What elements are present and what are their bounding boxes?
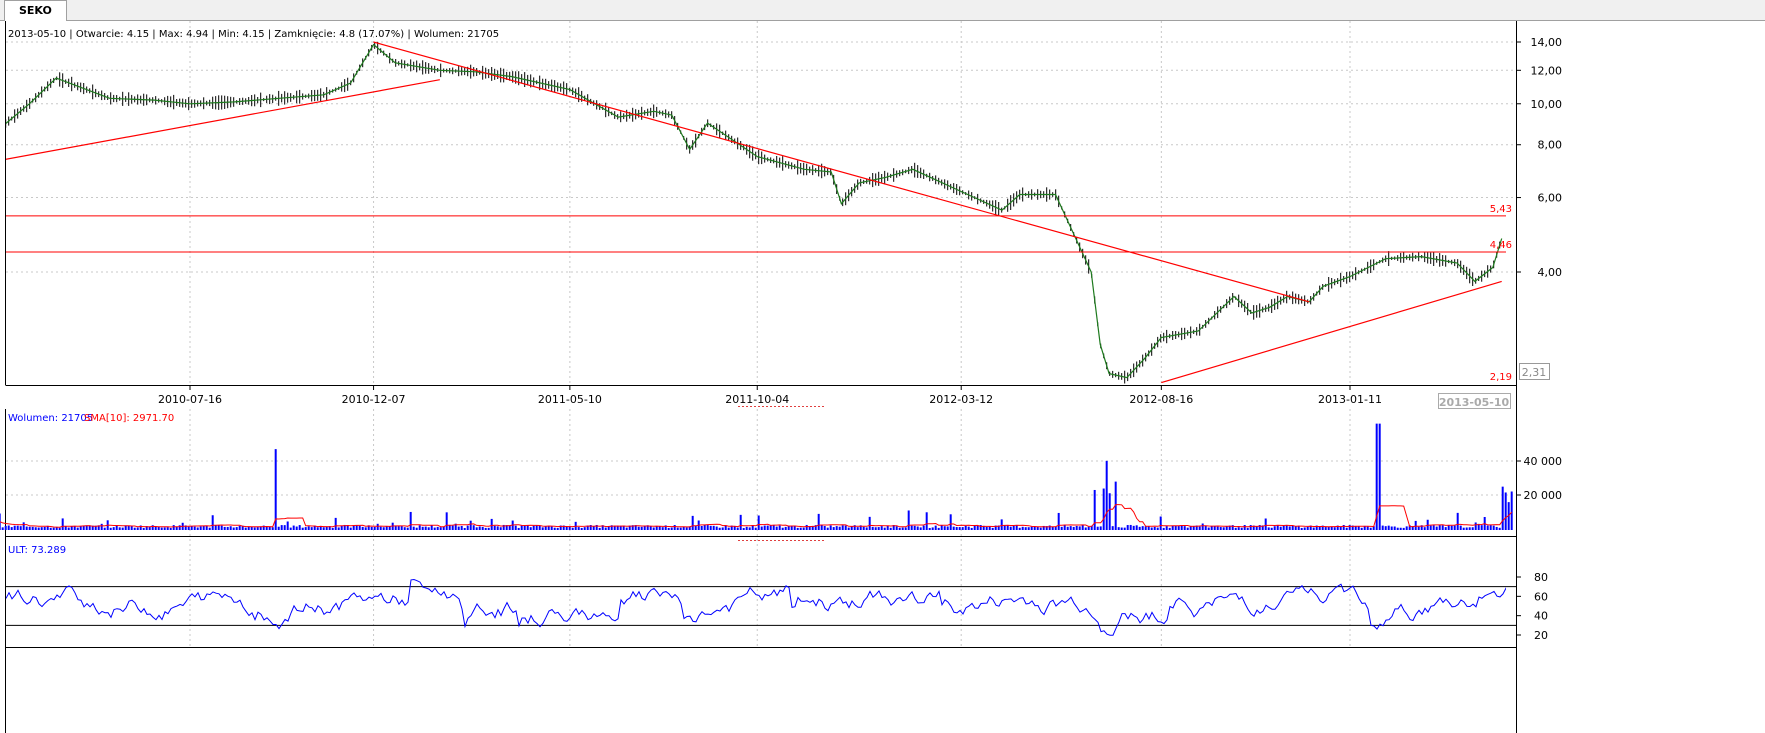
support-resistance-lines [6,215,1506,253]
ult-tick-label: 80 [1534,571,1548,584]
ult-axis: 80 60 40 20 [6,571,1548,642]
date-axis: 2010-07-16 2010-12-07 2011-05-10 2011-10-04… [158,385,1382,406]
last-value-box [1519,363,1550,380]
date-tick-label: 2012-03-12 [929,393,993,406]
price-tick-label: 8,00 [1538,139,1563,152]
level-labels: 5,43 4,46 2,19 [1490,204,1512,383]
volume-tick-label: 40 000 [1524,455,1563,468]
tab-seko[interactable]: SEKO [4,0,67,21]
ult-tick-label: 40 [1534,610,1548,623]
trendline [1161,280,1502,384]
cursor-date-box [1438,393,1511,409]
ult-tick-label: 60 [1534,590,1548,603]
date-tick-label: 2010-07-16 [158,393,222,406]
last-value-label: 2,31 [1522,366,1547,379]
tab-bar: SEKO [0,0,1765,21]
date-tick-label: 2010-12-07 [342,393,406,406]
grid [6,21,1516,647]
date-tick-label: 2013-01-11 [1318,393,1382,406]
ult-tick-label: 20 [1534,629,1548,642]
date-tick-label: 2011-10-04 [725,393,789,406]
ult-line [6,578,1506,636]
price-tick-label: 14,00 [1531,36,1563,49]
level-label: 5,43 [1490,204,1512,215]
trendline [373,41,1310,303]
level-label: 4,46 [1490,240,1512,251]
sma-line [0,504,1513,528]
sma-label: SMA[10]: 2971.70 [84,413,174,424]
trendlines [6,41,1502,384]
volume-tick-label: 20 000 [1524,489,1563,502]
cursor-date-label: 2013-05-10 [1439,396,1510,409]
info-line: 2013-05-10 | Otwarcie: 4.15 | Max: 4.94 … [8,29,499,40]
date-tick-label: 2012-08-16 [1129,393,1193,406]
volume-label: Wolumen: 21705 [8,413,93,424]
price-tick-label: 10,00 [1531,98,1563,111]
ult-label: ULT: 73.289 [8,545,66,556]
price-tick-label: 12,00 [1531,64,1563,77]
chart[interactable]: 2013-05-10 | Otwarcie: 4.15 | Max: 4.94 … [0,21,1765,733]
price-tick-label: 6,00 [1538,192,1563,205]
price-tick-label: 4,00 [1538,266,1563,279]
trendline [6,79,440,160]
price-axis: 14,00 12,00 10,00 8,00 6,00 4,00 [1516,36,1562,279]
volume-axis: 40 000 20 000 [1516,455,1562,502]
volume-bars [0,423,1513,530]
level-label: 2,19 [1490,372,1512,383]
date-tick-label: 2011-05-10 [538,393,602,406]
price-panel [5,21,1517,386]
